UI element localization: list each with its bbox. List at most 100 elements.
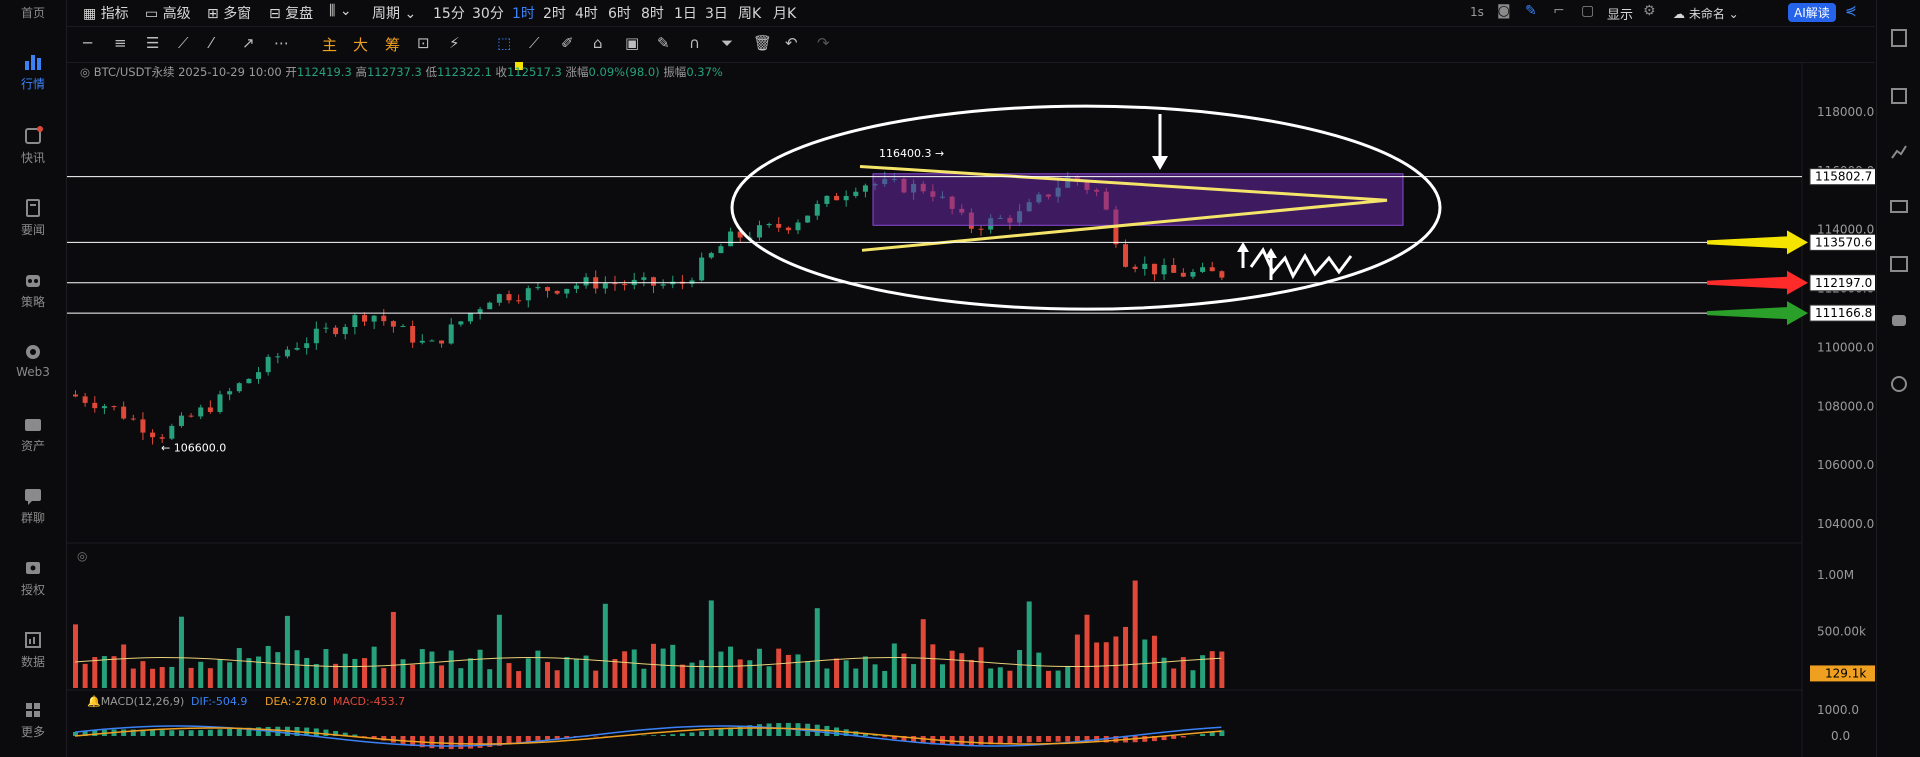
interval-4h[interactable]: 4时 [575, 6, 598, 22]
sidebar-item-more[interactable]: 更多 [0, 700, 66, 740]
price-chart[interactable]: 118000.0116000.0114000.0112000.0110000.0… [67, 62, 1875, 757]
redo-icon[interactable]: ↷ [817, 34, 830, 52]
volume-bar [246, 658, 252, 688]
layout-name-dropdown[interactable]: ☁ 未命名 ⌄ [1673, 5, 1739, 22]
brush-icon[interactable]: ✐ [561, 34, 574, 52]
bot-icon[interactable] [1889, 310, 1909, 330]
level-price-label: 111166.8 [1815, 306, 1872, 320]
window-icon[interactable] [1889, 254, 1909, 274]
undo-icon[interactable]: ↶ [785, 34, 798, 52]
volume-bar [824, 668, 830, 688]
candle-body [1219, 271, 1225, 278]
sidebar-item-label: Web3 [16, 365, 50, 379]
sidebar-item-chat[interactable]: 群聊 [0, 486, 66, 526]
level-price-box [1809, 233, 1875, 251]
lock-icon[interactable]: ⌂ [593, 34, 603, 52]
candle-body [583, 277, 589, 286]
settings-icon[interactable]: ◎ [80, 65, 91, 79]
pen-icon[interactable]: ✎ [1525, 3, 1537, 19]
interval-week[interactable]: 周K [738, 6, 762, 22]
orderbook-icon[interactable] [1889, 28, 1909, 48]
refresh-rate[interactable]: 1s [1470, 5, 1484, 19]
gear-icon[interactable]: ⚙ [1643, 3, 1656, 19]
high-marker: 116400.3 → [879, 147, 944, 160]
chart-canvas[interactable]: 118000.0116000.0114000.0112000.0110000.0… [67, 62, 1875, 757]
sidebar-item-strategy[interactable]: 策略 [0, 270, 66, 310]
candle-body [525, 288, 531, 301]
compare-icon[interactable]: ⊡ [417, 34, 430, 52]
channel-tool-icon[interactable]: ☰ [146, 34, 160, 52]
macd-bar [747, 725, 753, 736]
candle-body [381, 315, 387, 322]
volume-bar [198, 661, 204, 688]
cursor-tool-icon[interactable]: ⬚ [497, 34, 512, 52]
advanced-button[interactable]: ▭ 高级 [145, 6, 191, 22]
price-tick-label: 114000.0 [1817, 223, 1874, 237]
ray-tool-icon[interactable]: ↗ [242, 34, 255, 52]
volume-bar [756, 648, 762, 688]
more-tools-icon[interactable]: ⋯ [274, 34, 289, 52]
monitor-icon[interactable] [1889, 198, 1909, 218]
candle-body [1190, 271, 1196, 277]
volume-bar [718, 651, 724, 688]
trend-tool-icon[interactable]: ⁄ [210, 34, 213, 52]
magic-icon[interactable]: ⚡ [449, 34, 460, 52]
replay-button[interactable]: ⊟ 复盘 [269, 6, 314, 22]
trend-icon[interactable] [1889, 142, 1909, 162]
hline-tool-icon[interactable]: ≡ [114, 34, 127, 52]
sidebar-item-market[interactable]: 行情 [0, 52, 66, 92]
share-icon[interactable]: ⋞ [1845, 3, 1857, 19]
macd-bar [1065, 736, 1071, 742]
main-chart-toggle[interactable]: 主 [322, 36, 338, 54]
macd-bar [689, 732, 695, 736]
wallet-icon [25, 419, 41, 431]
filter-icon[interactable]: ⏷ [721, 34, 734, 52]
sidebar-item-data[interactable]: 数据 [0, 630, 66, 670]
macd-bar [1036, 736, 1042, 742]
ruler-tool-icon[interactable]: ⟋ [178, 34, 189, 52]
interval-2h[interactable]: 2时 [543, 6, 566, 22]
layout-icon[interactable]: ▢ [1581, 3, 1595, 19]
indicators-button[interactable]: ▦ 指标 [83, 6, 129, 22]
interval-6h[interactable]: 6时 [608, 6, 631, 22]
level-arrow [1707, 270, 1808, 295]
measure-icon[interactable]: ⟋ [529, 34, 540, 52]
interval-8h[interactable]: 8时 [641, 6, 664, 22]
magnet-icon[interactable]: ∩ [689, 34, 700, 52]
multiwindow-button[interactable]: ⊞ 多窗 [207, 6, 252, 22]
big-order-toggle[interactable]: 大 [353, 36, 369, 54]
template-icon[interactable]: ⌐ [1553, 3, 1565, 19]
period-dropdown[interactable]: 周期 ⌄ [372, 3, 416, 23]
depth-icon[interactable] [1889, 86, 1909, 106]
interval-1d[interactable]: 1日 [674, 6, 697, 22]
display-button[interactable]: 显示 [1607, 8, 1634, 23]
sidebar-item-flash[interactable]: 快讯 [0, 126, 66, 166]
macd-bar [525, 736, 531, 742]
interval-30m[interactable]: 30分 [472, 6, 504, 22]
volume-bar [265, 645, 271, 688]
interval-3d[interactable]: 3日 [705, 6, 728, 22]
sidebar-item-auth[interactable]: 授权 [0, 558, 66, 598]
interval-month[interactable]: 月K [773, 6, 797, 22]
camera-icon[interactable]: ◙ [1497, 3, 1511, 19]
chart-type-dropdown[interactable]: ⫼ ⌄ [329, 3, 352, 19]
candle-body [660, 284, 666, 286]
ai-interpret-button[interactable]: AI解读 [1788, 3, 1836, 22]
sidebar-item-assets[interactable]: 资产 [0, 414, 66, 454]
bag-icon[interactable]: ▣ [625, 34, 640, 52]
volume-bar [805, 661, 811, 688]
interval-15m[interactable]: 15分 [433, 6, 465, 22]
interval-1h[interactable]: 1时 [512, 6, 535, 22]
candle-body [756, 225, 762, 238]
note-icon[interactable]: ✎ [657, 34, 670, 52]
trash-icon[interactable]: 🗑 [753, 34, 773, 52]
line-tool-icon[interactable]: ─ [83, 34, 93, 52]
volume-bar [641, 668, 647, 688]
macd-tick-label: 1000.0 [1817, 703, 1859, 717]
sidebar-item-home[interactable]: 首页 [0, 4, 66, 21]
drawing-toolbar: ─ ≡ ☰ ⟋ ⁄ ↗ ⋯ 主 大 筹 ⊡ ⚡ ⬚ ⟋ ✐ ⌂ ▣ ✎ ∩ ⏷ … [67, 28, 1875, 63]
sidebar-item-web3[interactable]: Web3 [0, 342, 66, 379]
link-icon[interactable] [1889, 374, 1909, 394]
chip-toggle[interactable]: 筹 [385, 36, 401, 54]
sidebar-item-headlines[interactable]: 要闻 [0, 198, 66, 238]
